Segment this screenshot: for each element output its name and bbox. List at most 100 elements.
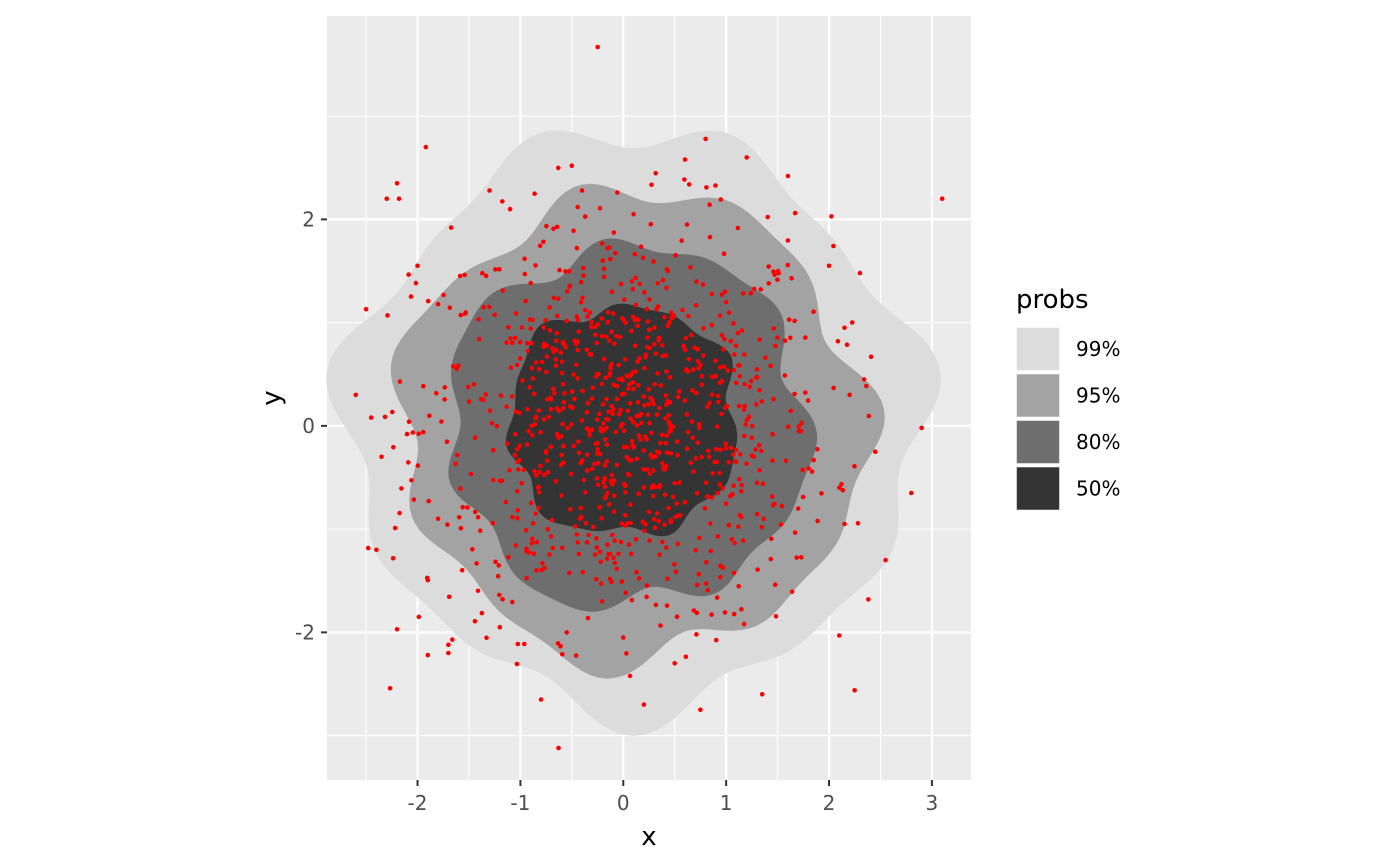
data-point [590, 385, 595, 391]
data-point [632, 343, 638, 349]
data-point [668, 310, 674, 315]
data-point [681, 343, 686, 349]
data-point [709, 291, 715, 297]
data-point [699, 454, 704, 460]
data-point [754, 480, 760, 486]
data-point [569, 163, 575, 168]
x-tick-label: 0 [617, 791, 630, 815]
data-point [599, 316, 605, 321]
data-point [782, 338, 788, 344]
data-point [582, 307, 588, 313]
data-point [615, 190, 620, 195]
data-point [616, 362, 621, 368]
data-points [353, 44, 945, 751]
data-point [404, 431, 410, 437]
data-point [571, 443, 577, 449]
data-point [413, 280, 419, 286]
y-tick-label: 2 [302, 207, 315, 231]
data-point [491, 477, 496, 483]
data-point [591, 524, 596, 530]
data-point [504, 340, 509, 345]
data-point [512, 452, 518, 458]
data-point [811, 309, 816, 315]
data-point [474, 561, 479, 566]
data-point [609, 289, 615, 295]
data-point [800, 494, 806, 500]
data-point [597, 205, 603, 211]
data-point [442, 385, 448, 390]
data-point [715, 490, 721, 496]
data-point [423, 144, 429, 150]
data-point [733, 380, 739, 386]
data-point [483, 392, 489, 397]
data-point [472, 435, 478, 440]
data-point [560, 406, 566, 411]
data-point [558, 350, 564, 355]
data-point [458, 525, 464, 531]
data-point [705, 448, 711, 454]
data-point [755, 567, 760, 572]
data-point [514, 362, 520, 368]
data-point [397, 379, 403, 384]
data-point [479, 610, 485, 616]
data-point [783, 458, 789, 464]
data-point [831, 243, 836, 249]
data-point [643, 434, 648, 439]
data-point [529, 432, 535, 438]
data-point [456, 515, 462, 520]
data-point [609, 579, 614, 585]
data-point [578, 505, 584, 511]
data-point [606, 551, 611, 557]
data-point [826, 263, 832, 269]
data-point [533, 416, 538, 421]
data-point [700, 282, 706, 287]
data-point [720, 565, 726, 571]
data-point [610, 482, 615, 487]
data-point [599, 241, 605, 246]
data-point [759, 524, 765, 530]
data-point [509, 394, 515, 399]
data-point [534, 473, 539, 478]
data-point [732, 352, 737, 357]
data-point [636, 576, 642, 581]
data-point [611, 509, 617, 514]
data-point [574, 314, 580, 319]
data-point [454, 366, 460, 372]
legend: probs 99% 95% 80% 50% [1015, 285, 1120, 512]
data-point [593, 441, 599, 447]
data-point [610, 532, 615, 538]
data-point [731, 321, 736, 326]
data-point [799, 555, 804, 560]
data-point [558, 462, 564, 468]
data-point [601, 428, 607, 433]
data-point [594, 536, 599, 541]
data-point [444, 439, 450, 445]
data-point [565, 425, 570, 431]
data-point [476, 317, 482, 322]
data-point [594, 417, 600, 422]
data-point [739, 488, 744, 494]
data-point [666, 505, 671, 511]
data-point [618, 539, 624, 545]
data-point [475, 588, 481, 594]
data-point [709, 612, 714, 617]
data-point [446, 650, 451, 656]
data-point [641, 467, 646, 472]
data-point [693, 390, 699, 396]
data-point [611, 478, 617, 483]
y-axis-title: y [257, 390, 287, 405]
data-point [629, 279, 635, 284]
data-point [772, 582, 778, 587]
data-point [384, 196, 390, 201]
data-point [573, 524, 578, 529]
data-point [542, 565, 547, 571]
data-point [628, 502, 633, 507]
data-point [708, 548, 714, 554]
data-point [632, 251, 638, 257]
data-point [487, 304, 492, 310]
data-point [723, 299, 729, 305]
data-point [455, 452, 460, 458]
data-point [559, 370, 565, 376]
data-point [651, 259, 656, 264]
data-point [592, 552, 598, 557]
